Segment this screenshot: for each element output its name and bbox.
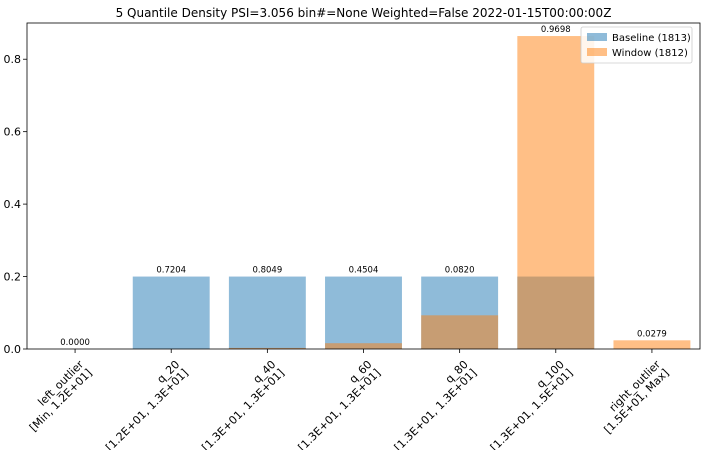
legend-entry-label: Window (1812) bbox=[612, 48, 688, 59]
legend-entry-label: Baseline (1813) bbox=[612, 33, 691, 44]
window-bar bbox=[421, 315, 499, 349]
bar-value-label: 0.0820 bbox=[445, 266, 475, 276]
x-tick-label: q_20[1.2E+01, 1.3E+01] bbox=[95, 358, 191, 450]
baseline-bar bbox=[325, 276, 402, 349]
x-tick-label: left_outlier[Min, 1.2E+01] bbox=[18, 358, 95, 435]
x-tick-label: q_80[1.3E+01, 1.3E+01] bbox=[383, 358, 479, 450]
window-bar bbox=[325, 343, 402, 349]
legend: Baseline (1813) Window (1812) bbox=[580, 26, 693, 64]
x-tick-label: q_100[1.3E+01, 1.5E+01] bbox=[479, 358, 575, 450]
window-bar bbox=[228, 347, 306, 349]
bar-value-label: 0.8049 bbox=[252, 266, 282, 276]
y-tick-label: 0.2 bbox=[4, 271, 22, 284]
x-tick-label: q_40[1.3E+01, 1.3E+01] bbox=[191, 358, 287, 450]
y-tick-label: 0.8 bbox=[4, 53, 22, 66]
bar-value-label: 0.0279 bbox=[637, 329, 667, 339]
bar-value-label: 0.9698 bbox=[541, 25, 571, 35]
y-tick-label: 0.4 bbox=[4, 198, 22, 211]
chart-title: 5 Quantile Density PSI=3.056 bin#=None W… bbox=[116, 6, 612, 20]
window-bar bbox=[517, 36, 595, 349]
bar-value-label: 0.4504 bbox=[349, 266, 379, 276]
legend-swatch bbox=[587, 33, 607, 41]
y-tick-label: 0.6 bbox=[4, 126, 22, 139]
baseline-bar bbox=[132, 276, 210, 349]
bar-value-label: 0.7204 bbox=[156, 266, 186, 276]
bar-value-label: 0.0000 bbox=[60, 338, 90, 348]
legend-swatch bbox=[587, 48, 607, 56]
window-bar bbox=[613, 340, 691, 349]
baseline-bar bbox=[228, 276, 306, 349]
x-tick-label: right_outlier[1.5E+01, Max] bbox=[593, 358, 672, 437]
x-tick-label: q_60[1.3E+01, 1.3E+01] bbox=[287, 358, 383, 450]
y-tick-label: 0.0 bbox=[4, 343, 22, 356]
legend-box bbox=[580, 26, 693, 64]
